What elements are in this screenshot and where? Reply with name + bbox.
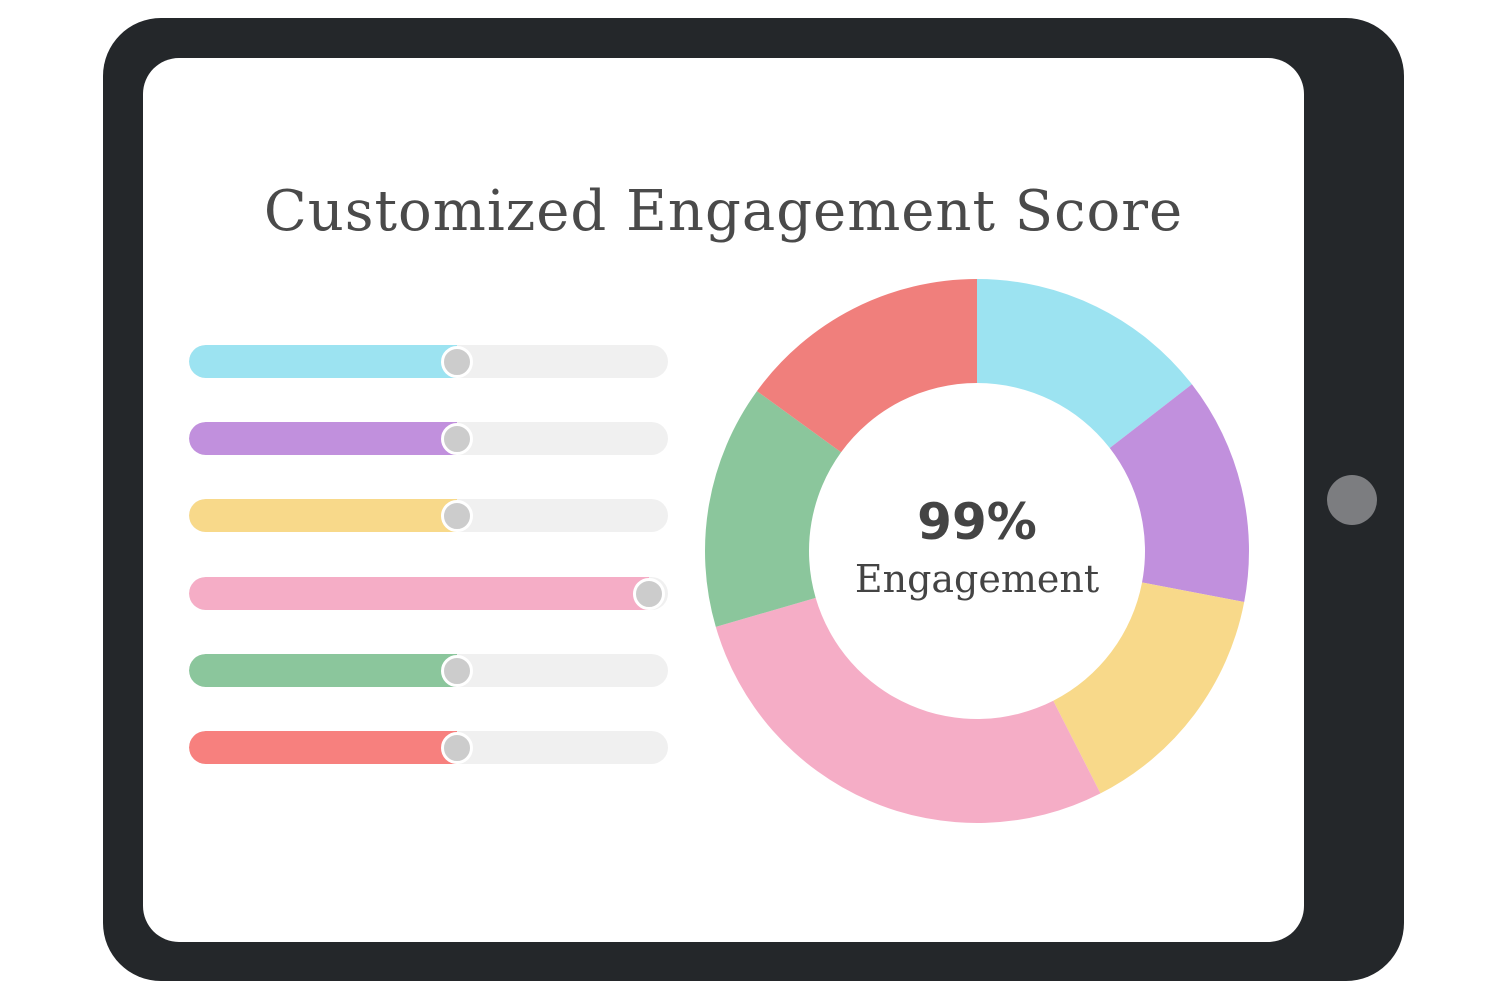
- slider-thumb[interactable]: [441, 731, 474, 764]
- donut-slice-blue: [977, 279, 1192, 449]
- donut-slice-purple: [1109, 384, 1250, 602]
- donut-slice-pink: [715, 597, 1101, 824]
- engagement-label: Engagement: [854, 557, 1100, 601]
- slider-thumb[interactable]: [441, 654, 474, 687]
- slider-track[interactable]: [189, 499, 668, 532]
- slider-fill: [189, 422, 458, 455]
- slider-thumb[interactable]: [632, 577, 665, 610]
- slider-3[interactable]: [189, 499, 668, 532]
- slider-fill: [189, 499, 458, 532]
- home-button[interactable]: [1327, 475, 1377, 525]
- slider-1[interactable]: [189, 345, 668, 378]
- slider-track[interactable]: [189, 577, 668, 610]
- slider-thumb[interactable]: [441, 345, 474, 378]
- slider-fill: [189, 731, 458, 764]
- slider-6[interactable]: [189, 731, 668, 764]
- engagement-value: 99%: [917, 493, 1037, 551]
- slider-thumb[interactable]: [441, 422, 474, 455]
- slider-track[interactable]: [189, 345, 668, 378]
- slider-track[interactable]: [189, 731, 668, 764]
- slider-fill: [189, 577, 649, 610]
- slider-2[interactable]: [189, 422, 668, 455]
- slider-5[interactable]: [189, 654, 668, 687]
- donut-slice-green: [705, 391, 842, 627]
- slider-4[interactable]: [189, 577, 668, 610]
- donut-slice-yellow: [1053, 582, 1245, 794]
- page-title: Customized Engagement Score: [263, 179, 1184, 244]
- donut-slice-red: [756, 279, 977, 453]
- slider-track[interactable]: [189, 422, 668, 455]
- slider-thumb[interactable]: [441, 499, 474, 532]
- slider-fill: [189, 345, 458, 378]
- slider-track[interactable]: [189, 654, 668, 687]
- slider-fill: [189, 654, 458, 687]
